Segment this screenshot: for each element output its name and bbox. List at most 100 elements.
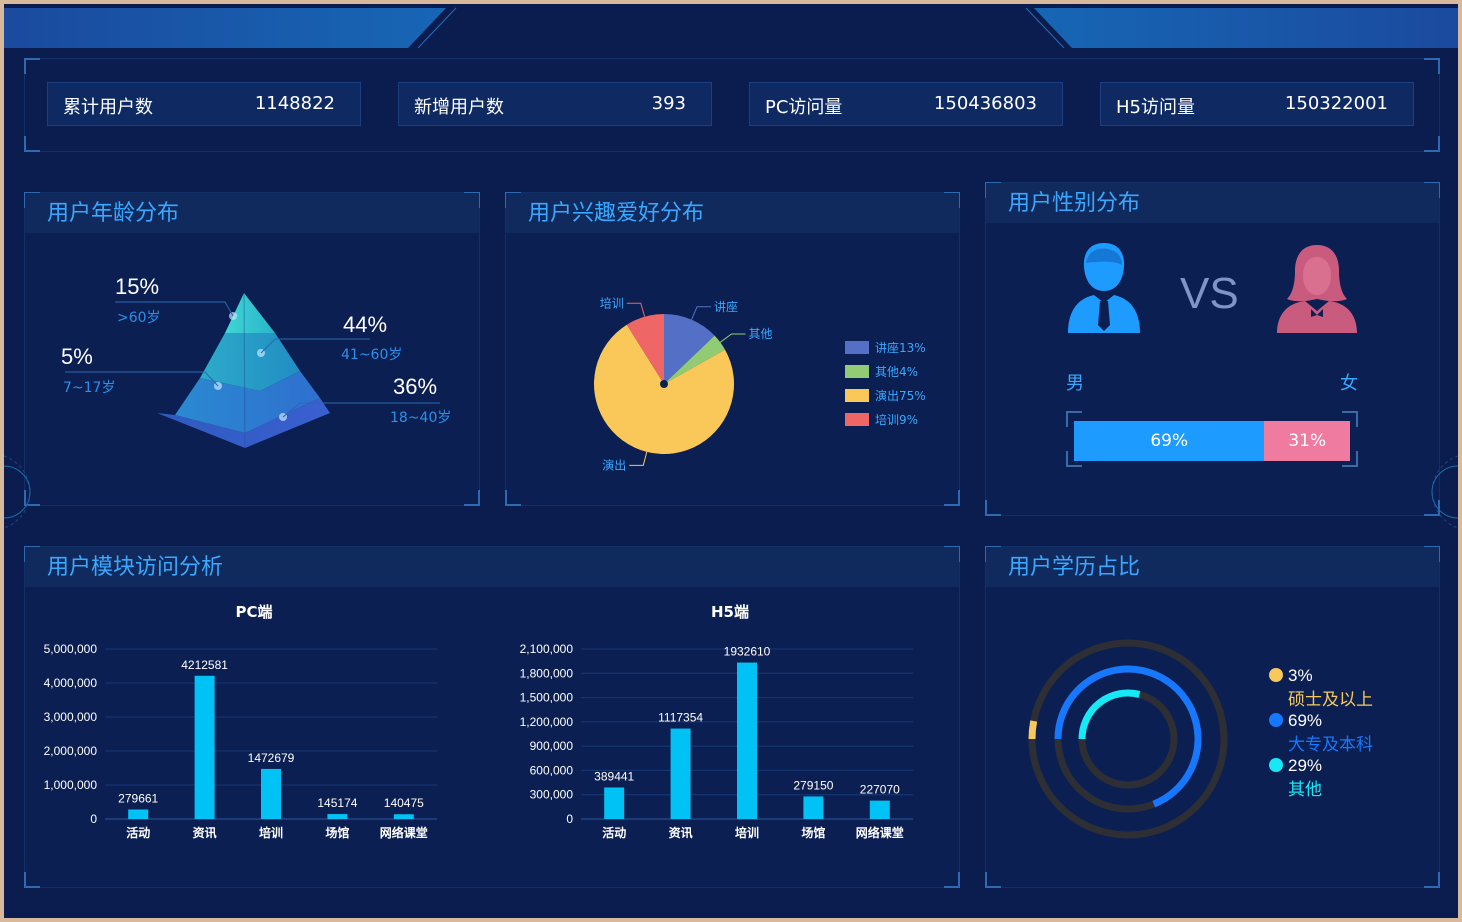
bar-value-label: 279661 <box>118 791 158 805</box>
bar-0-3[interactable] <box>327 814 348 819</box>
female-icon <box>1277 245 1357 333</box>
stat-pc-visits: PC访问量 150436803 <box>749 82 1063 126</box>
ring-arc-0[interactable] <box>1028 720 1038 740</box>
pie-label-2: 演出 <box>602 457 626 472</box>
bar-0-1[interactable] <box>194 675 215 819</box>
pie-slice-1[interactable] <box>664 335 725 384</box>
age-range-41-60: 41~60岁 <box>341 347 402 363</box>
y-tick-label: 300,000 <box>530 788 574 802</box>
bar-0-4[interactable] <box>393 814 414 819</box>
bar-1-1[interactable] <box>670 728 691 819</box>
y-tick-label: 0 <box>566 812 573 826</box>
ring-arc-1[interactable] <box>1054 665 1202 808</box>
stat-label: 新增用户数 <box>414 97 504 118</box>
right-side-decoration <box>1431 455 1458 529</box>
header-decoration <box>4 7 1458 48</box>
age-range-18-40: 18~40岁 <box>390 410 451 426</box>
x-category-label: 资讯 <box>669 825 693 840</box>
left-side-decoration <box>4 455 31 529</box>
bar-value-label: 389441 <box>594 769 634 783</box>
pie-leader-line-3 <box>626 302 646 317</box>
x-category-label: 活动 <box>126 825 150 840</box>
age-pct-41-60: 44% <box>343 312 387 337</box>
age-pyramid-chart: 15% >60岁 44% 41~60岁 5% 7~17岁 36% 18~40岁 <box>61 274 451 449</box>
bar-1-2[interactable] <box>737 662 757 819</box>
bar-0-0[interactable] <box>128 809 149 819</box>
pie-leader-line-2 <box>629 451 648 466</box>
legend-swatch-2[interactable] <box>845 389 869 402</box>
x-category-label: 场馆 <box>801 825 825 840</box>
bar-1-0[interactable] <box>604 787 625 819</box>
stat-h5-visits: H5访问量 150322001 <box>1100 82 1414 126</box>
pie-label-3: 培训 <box>600 295 624 310</box>
y-tick-label: 5,000,000 <box>44 642 98 656</box>
stat-value: 150436803 <box>933 93 1037 114</box>
stat-label: H5访问量 <box>1116 97 1195 118</box>
edu-legend-pct-0: 3% <box>1288 666 1313 685</box>
gender-panel-title: 用户性别分布 <box>986 183 1439 223</box>
bar-value-label: 1117354 <box>658 711 703 725</box>
bar-1-4[interactable] <box>869 800 890 819</box>
edu-legend-dot-1 <box>1269 713 1283 727</box>
legend-label-0[interactable]: 讲座13% <box>875 340 926 355</box>
bar-chart-title-1: H5端 <box>711 603 749 621</box>
y-tick-label: 1,500,000 <box>520 691 574 705</box>
bar-value-label: 4212581 <box>181 658 228 672</box>
age-pct-over60: 15% <box>115 274 159 299</box>
bar-0-2[interactable] <box>261 768 281 819</box>
y-tick-label: 2,100,000 <box>520 642 574 656</box>
legend-label-3[interactable]: 培训9% <box>875 412 918 427</box>
edu-legend-pct-2: 29% <box>1288 756 1322 775</box>
stat-value: 393 <box>651 93 686 114</box>
ring-arc-2[interactable] <box>1078 689 1141 740</box>
pie-label-0: 讲座 <box>714 299 738 314</box>
y-tick-label: 2,000,000 <box>44 744 98 758</box>
male-pct: 69% <box>1150 431 1189 451</box>
legend-label-1[interactable]: 其他4% <box>875 365 918 379</box>
x-category-label: 网络课堂 <box>856 825 904 840</box>
y-tick-label: 3,000,000 <box>44 710 98 724</box>
y-tick-label: 1,000,000 <box>44 778 98 792</box>
female-label: 女 <box>1340 373 1358 394</box>
stat-value: 150322001 <box>1284 93 1388 114</box>
education-panel-title: 用户学历占比 <box>986 547 1439 587</box>
legend-swatch-1[interactable] <box>845 365 869 378</box>
y-tick-label: 1,200,000 <box>520 715 574 729</box>
legend-swatch-3[interactable] <box>845 413 869 426</box>
education-panel: 用户学历占比 3% 硕士及以上 69% 大专及本科 29% 其他 <box>985 546 1440 888</box>
module-bar-charts: PC端 0 1,000,000 2,000,000 3,000,000 4,000,000… <box>44 603 913 840</box>
y-tick-label: 0 <box>90 812 97 826</box>
y-tick-label: 4,000,000 <box>44 676 98 690</box>
module-panel-title: 用户模块访问分析 <box>25 547 959 587</box>
bar-chart-title-0: PC端 <box>235 603 272 621</box>
pie-leader-line-0 <box>691 306 712 320</box>
interest-panel-title: 用户兴趣爱好分布 <box>506 193 959 233</box>
gender-panel: 用户性别分布 VS 男 女 69% 31% <box>985 182 1440 516</box>
pie-slice-0[interactable] <box>664 314 715 384</box>
bar-1-3[interactable] <box>803 796 824 819</box>
age-range-over60: >60岁 <box>117 310 161 326</box>
age-pct-7-17: 5% <box>61 344 93 369</box>
pie-center-dot <box>660 380 668 388</box>
y-tick-label: 900,000 <box>530 739 574 753</box>
pie-slice-2[interactable] <box>594 324 734 454</box>
male-ratio-segment: 69% <box>1074 421 1265 461</box>
x-category-label: 网络课堂 <box>380 825 428 840</box>
pie-slice-3[interactable] <box>626 314 664 384</box>
age-panel: 用户年龄分布 <box>24 192 480 506</box>
stat-total-users: 累计用户数 1148822 <box>47 82 361 126</box>
pie-leader-line-1 <box>719 333 746 343</box>
age-range-7-17: 7~17岁 <box>63 380 115 396</box>
module-panel: 用户模块访问分析 PC端 0 1,000,000 2,000,000 3,000,000… <box>24 546 960 888</box>
edu-legend-name-1: 大专及本科 <box>1288 735 1373 755</box>
bar-value-label: 145174 <box>317 796 357 810</box>
y-tick-label: 600,000 <box>530 763 574 777</box>
gender-ratio-bar: 69% 31% <box>1074 421 1350 461</box>
legend-label-2[interactable]: 演出75% <box>875 388 926 403</box>
stat-label: PC访问量 <box>765 97 843 118</box>
age-leader-lines <box>65 301 440 418</box>
pie-label-1: 其他 <box>748 327 772 341</box>
legend-swatch-0[interactable] <box>845 341 869 354</box>
